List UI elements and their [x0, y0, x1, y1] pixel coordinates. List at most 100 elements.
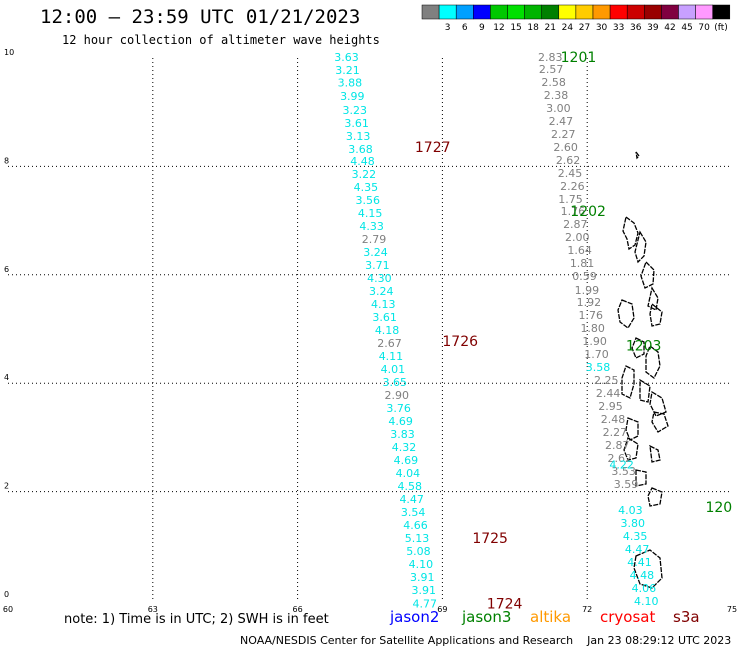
swh-value-label: 4.13	[371, 298, 396, 311]
swh-value-label: 3.88	[338, 76, 363, 89]
swh-value-label: 3.61	[344, 117, 369, 130]
island-shape	[635, 151, 640, 160]
colorbar-tick-label: 27	[579, 23, 590, 33]
island-shape	[633, 549, 663, 589]
x-tick-label: 66	[293, 605, 303, 614]
swh-value-label: 3.71	[365, 259, 390, 272]
swh-value-label: 3.99	[340, 90, 365, 103]
swh-value-label: 1.81	[570, 257, 595, 270]
swh-value-label: 3.83	[390, 428, 415, 441]
swh-value-label: 4.58	[398, 480, 423, 493]
swh-value-label: 4.15	[358, 207, 383, 220]
colorbar-tick-label: 21	[545, 23, 556, 33]
swh-value-label: 3.63	[334, 51, 359, 64]
lat-lon-grid	[8, 58, 732, 600]
legend-jason2: jason2	[390, 608, 440, 626]
swh-value-label: 2.83	[538, 51, 563, 64]
colorbar-tick-label: 6	[462, 23, 468, 33]
island-shape	[617, 299, 635, 329]
swh-value-label: 2.47	[549, 115, 574, 128]
swh-value-label: 3.22	[352, 168, 377, 181]
pass-time-label: 1725	[472, 531, 508, 547]
swh-value-label: 2.62	[556, 154, 581, 167]
swh-value-label: 4.69	[388, 415, 413, 428]
pass-time-label: 1727	[415, 140, 451, 156]
colorbar-swatch	[473, 4, 491, 20]
swh-value-label: 4.03	[618, 504, 643, 517]
legend-jason3: jason3	[462, 608, 512, 626]
swh-value-label: 4.41	[627, 556, 652, 569]
colorbar-swatch	[455, 4, 474, 20]
swh-value-label: 2.67	[377, 337, 402, 350]
colorbar-swatch	[558, 4, 577, 20]
swh-value-label: 2.95	[598, 400, 623, 413]
y-tick-label: 10	[4, 48, 14, 57]
swh-value-label: 3.76	[386, 402, 411, 415]
swh-value-label: 4.11	[379, 350, 404, 363]
swh-value-label: 2.25	[594, 374, 619, 387]
x-tick-label: 75	[727, 605, 737, 614]
colorbar-swatch	[661, 4, 679, 20]
swh-value-label: 4.04	[396, 467, 421, 480]
maldives-coastline	[617, 151, 669, 589]
pass-time-label: 1201	[561, 50, 597, 66]
map-title: 12:00 — 23:59 UTC 01/21/2023	[40, 6, 361, 28]
swh-value-label: 2.79	[362, 233, 387, 246]
island-shape	[649, 302, 663, 327]
colorbar-tick-label: 39	[647, 23, 659, 33]
colorbar-swatch	[438, 4, 457, 20]
swh-value-label: 3.53	[611, 465, 636, 478]
swh-value-label: 4.47	[625, 543, 650, 556]
island-shape	[645, 344, 661, 379]
swh-value-label: 3.65	[383, 376, 408, 389]
colorbar-tick-label: 36	[630, 23, 642, 33]
swh-value-label: 2.57	[539, 63, 564, 76]
swh-value-label: 3.24	[369, 285, 394, 298]
swh-value-label: 3.91	[410, 571, 435, 584]
swh-value-label: 2.44	[596, 387, 621, 400]
y-tick-label: 0	[4, 590, 9, 599]
swh-value-label: 4.10	[409, 558, 434, 571]
legend-s3a: s3a	[673, 608, 700, 626]
y-tick-label: 2	[4, 482, 9, 491]
colorbar-swatch	[507, 4, 525, 20]
swh-value-label: 4.10	[634, 595, 659, 608]
island-shape	[640, 260, 655, 289]
island-shape	[647, 487, 663, 507]
swh-value-label: 2.87	[563, 218, 588, 231]
island-shape	[649, 444, 661, 463]
swh-value-label: 2.48	[601, 413, 626, 426]
swh-value-label: 4.69	[394, 454, 419, 467]
swh-value-label: 3.91	[412, 584, 437, 597]
swh-value-label: 3.21	[335, 64, 360, 77]
credit-line: NOAA/NESDIS Center for Satellite Applica…	[240, 634, 732, 647]
swh-value-label: 2.90	[384, 389, 409, 402]
x-tick-label: 72	[582, 605, 592, 614]
colorbar-swatch	[421, 4, 440, 20]
wave-height-labels: 3.633.213.883.993.233.613.133.684.483.22…	[334, 51, 658, 610]
swh-value-label: 3.61	[372, 311, 397, 324]
pass-time-label: 120	[705, 500, 732, 516]
colorbar-swatch	[490, 4, 508, 20]
x-tick-label: 63	[148, 605, 158, 614]
swh-value-label: 3.56	[356, 194, 381, 207]
colorbar-swatch	[524, 4, 542, 20]
swh-value-label: 4.33	[359, 220, 384, 233]
swh-value-label: 3.68	[348, 143, 373, 156]
swh-value-label: 2.38	[544, 89, 569, 102]
x-axis-ticks: 60 63 66 69 72 75	[3, 605, 737, 614]
swh-value-label: 3.58	[586, 361, 611, 374]
swh-value-label: 1.64	[567, 244, 592, 257]
swh-value-label: 1.80	[580, 322, 605, 335]
colorbar-tick-label: 9	[479, 23, 485, 33]
island-shape	[635, 469, 647, 487]
wave-height-colorbar: 3 6 9 12 15 18 21 24 27 30 33 36 39 42 45 70 (ft)	[421, 4, 731, 33]
swh-value-label: 4.77	[412, 597, 437, 610]
swh-value-label: 3.80	[621, 517, 646, 530]
pass-time-label: 1724	[487, 596, 523, 612]
pass-time-label: 1726	[442, 334, 478, 350]
swh-value-label: 2.00	[565, 231, 590, 244]
island-shape	[634, 230, 647, 264]
colorbar-tick-label: 24	[562, 23, 574, 33]
